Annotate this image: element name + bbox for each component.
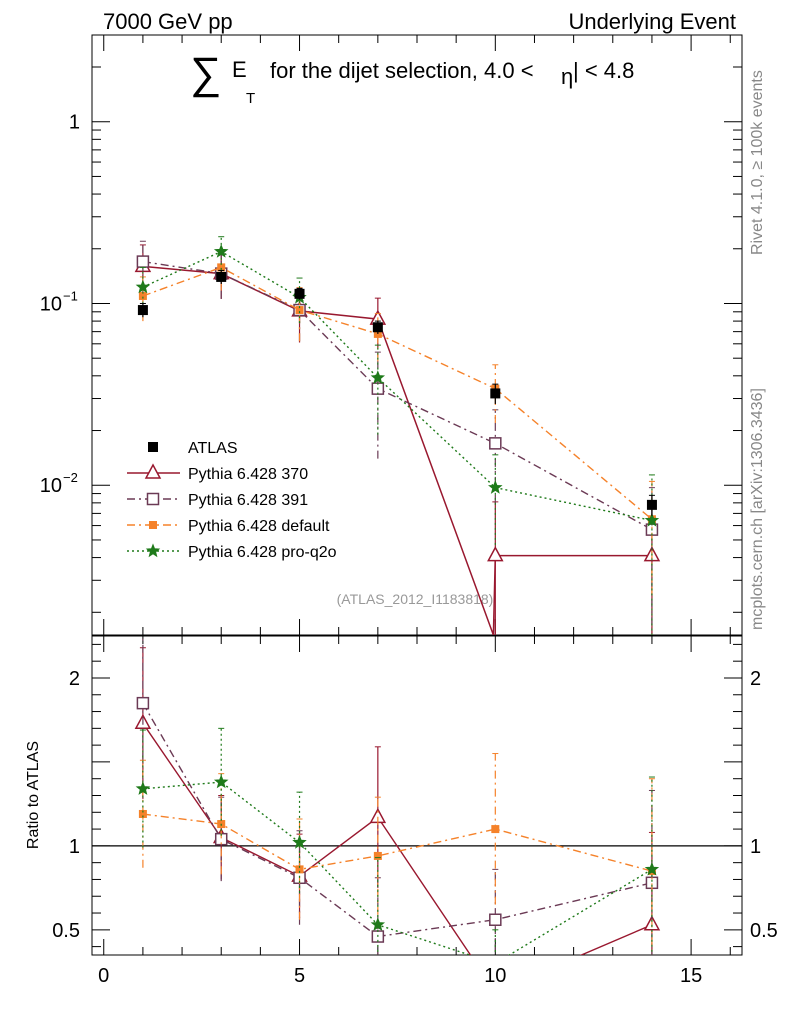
ratio-y-tick-label-right: 1 xyxy=(750,836,761,858)
data-point xyxy=(370,370,386,385)
data-point xyxy=(295,306,304,315)
data-point xyxy=(372,322,383,333)
series-line xyxy=(142,250,653,522)
legend-item-proq2o: Pythia 6.428 pro-q2o xyxy=(127,543,337,561)
series-line xyxy=(142,260,653,531)
ratio-data-point xyxy=(370,917,386,931)
mcplots-label: mcplots.cern.ch [arXiv:1306.3436] xyxy=(749,388,766,630)
data-point xyxy=(138,291,147,300)
ratio-data-point xyxy=(373,851,382,860)
legend-item-default: Pythia 6.428 default xyxy=(127,518,330,535)
ratio-y-tick-label-right: 0.5 xyxy=(750,920,778,942)
legend-marker xyxy=(145,543,161,558)
series-p391 xyxy=(136,240,659,626)
ratio-series-line xyxy=(142,781,653,955)
title-text-eta: η xyxy=(561,64,573,89)
legend-label: ATLAS xyxy=(188,440,238,457)
ratio-series-proq2o xyxy=(135,727,660,955)
data-point xyxy=(490,388,501,399)
main-plot: 110−110−2 xyxy=(40,34,743,636)
data-point xyxy=(646,499,657,510)
main-y-tick-exponent: −1 xyxy=(63,288,78,303)
ratio-x-tick-label: 10 xyxy=(484,965,506,987)
ratio-data-point xyxy=(138,809,147,818)
legend-marker xyxy=(149,521,157,529)
legend-marker xyxy=(146,492,160,506)
legend-label: Pythia 6.428 370 xyxy=(188,466,308,483)
ratio-plot: 2 2 1 1 0.5 0.5 0 5 10 15 xyxy=(52,635,778,987)
title-t: T xyxy=(246,90,255,107)
rivet-label: Rivet 4.1.0, ≥ 100k events xyxy=(749,70,766,255)
ratio-y-tick-label: 2 xyxy=(69,668,80,690)
main-y-tick-label: 10 xyxy=(40,475,62,497)
legend-item-p370: Pythia 6.428 370 xyxy=(127,463,308,483)
ratio-x-tick-label: 0 xyxy=(98,965,109,987)
analysis-id: (ATLAS_2012_I1183818) xyxy=(337,591,494,607)
ratio-data-point xyxy=(136,696,150,710)
title-sum-symbol: ∑ xyxy=(190,49,221,98)
series-proq2o xyxy=(135,236,660,635)
header-right: Underlying Event xyxy=(568,9,736,34)
data-point xyxy=(644,512,660,527)
ratio-series-p370 xyxy=(134,647,661,955)
legend-item-p391: Pythia 6.428 391 xyxy=(127,492,308,509)
ratio-data-point xyxy=(295,865,304,874)
main-y-ticks xyxy=(92,34,742,613)
legend-label: Pythia 6.428 pro-q2o xyxy=(188,544,337,561)
data-point xyxy=(487,546,504,562)
series-line xyxy=(142,266,653,520)
ratio-x-tick-label: 15 xyxy=(680,965,702,987)
legend: ATLAS Pythia 6.428 370 Pythia 6.428 391 Pyt… xyxy=(127,440,337,561)
ratio-data-point xyxy=(489,913,502,926)
ratio-y-tick-label-right: 2 xyxy=(750,668,761,690)
main-y-tick-label: 1 xyxy=(69,112,80,134)
ratio-data-point xyxy=(491,825,500,834)
data-point xyxy=(135,279,151,294)
legend-label: Pythia 6.428 391 xyxy=(188,492,308,509)
legend-label: Pythia 6.428 default xyxy=(188,518,330,535)
data-point xyxy=(216,271,227,282)
data-point xyxy=(217,263,226,272)
data-point xyxy=(137,305,148,316)
title-text-1: for the dijet selection, 4.0 < xyxy=(270,58,534,83)
header-left: 7000 GeV pp xyxy=(103,9,233,34)
data-point xyxy=(488,479,503,494)
ratio-series-line xyxy=(142,722,653,955)
ratio-frame xyxy=(91,635,743,956)
legend-item-atlas: ATLAS xyxy=(148,440,238,457)
data-point xyxy=(213,244,229,258)
data-point xyxy=(294,288,305,299)
ratio-x-tick-label: 5 xyxy=(294,965,305,987)
title-e: E xyxy=(232,57,247,82)
legend-marker xyxy=(148,442,158,452)
main-y-tick-label: 10 xyxy=(40,293,62,315)
data-point xyxy=(136,255,150,268)
data-point xyxy=(489,437,502,450)
title-text-3: | < 4.8 xyxy=(573,58,634,83)
ratio-data-point xyxy=(135,781,151,795)
ratio-y-tick-label: 0.5 xyxy=(52,920,80,942)
ratio-series-p391 xyxy=(136,636,659,955)
series-default xyxy=(138,249,656,595)
ratio-series-line xyxy=(142,813,653,872)
ratio-data-point xyxy=(213,774,229,789)
series-atlas xyxy=(137,269,657,516)
legend-marker xyxy=(144,463,162,479)
ratio-data-point xyxy=(644,861,660,876)
ratio-data-point xyxy=(292,834,307,849)
ratio-y-tick-label: 1 xyxy=(69,836,80,858)
main-y-tick-exponent: −2 xyxy=(63,470,78,485)
ratio-series-line xyxy=(142,702,653,938)
ratio-ylabel: Ratio to ATLAS xyxy=(25,741,42,849)
